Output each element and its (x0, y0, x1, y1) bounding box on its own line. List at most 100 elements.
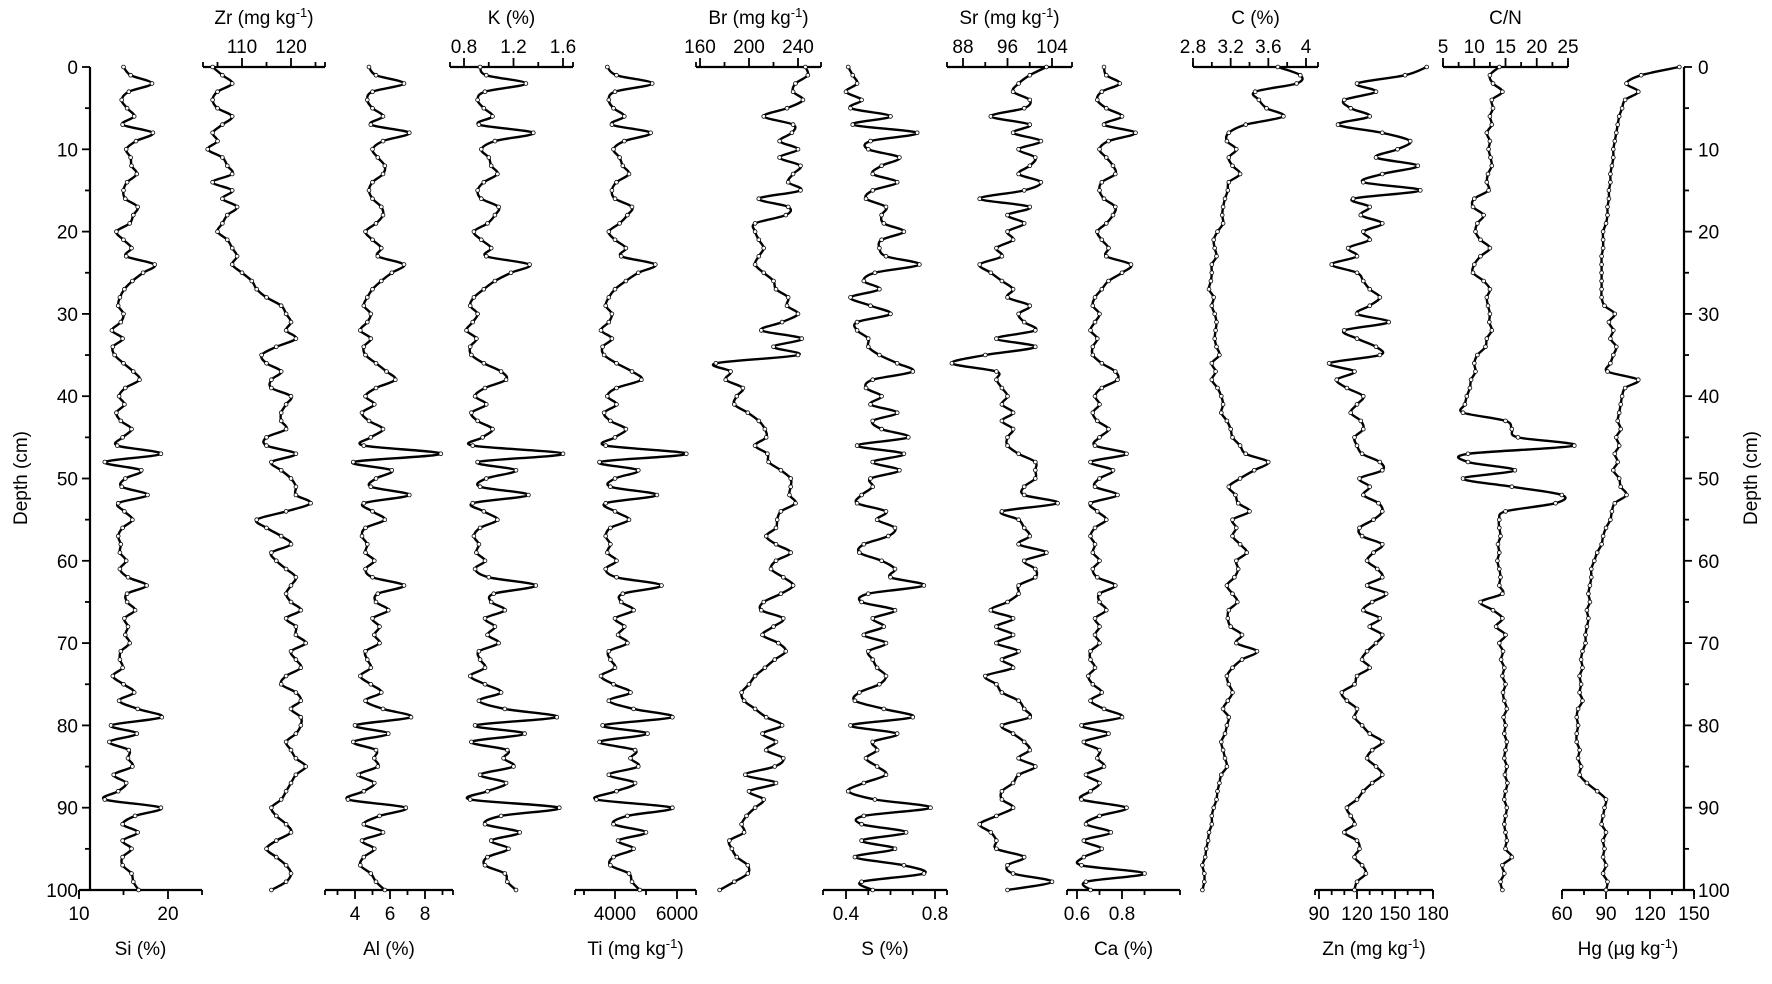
data-point-marker (464, 328, 469, 333)
data-point-marker (1354, 81, 1360, 86)
x-axis-title-c-n: C/N (1489, 8, 1522, 29)
data-point-marker (612, 665, 618, 671)
data-point-marker (130, 764, 135, 769)
data-point-marker (1211, 295, 1216, 300)
data-point-marker (1021, 492, 1027, 498)
data-point-marker (635, 270, 641, 276)
data-point-marker (1208, 278, 1214, 284)
data-point-marker (283, 862, 289, 868)
data-point-marker (1202, 879, 1207, 885)
data-point-marker (601, 352, 607, 358)
data-point-marker (1376, 500, 1381, 506)
x-axis-title-c: C (%) (1231, 8, 1280, 29)
data-point-marker (795, 352, 801, 358)
data-point-marker (795, 311, 801, 317)
data-point-marker (1348, 813, 1353, 819)
data-point-marker (612, 435, 618, 440)
data-point-marker (1095, 755, 1100, 761)
data-point-marker (612, 286, 618, 292)
data-point-marker (1228, 624, 1233, 629)
data-point-marker (366, 188, 372, 193)
data-point-marker (115, 788, 121, 794)
data-point-marker (597, 739, 602, 745)
data-point-marker (917, 262, 922, 267)
data-point-marker (504, 747, 510, 753)
data-point-marker (368, 435, 374, 440)
data-point-marker (406, 492, 412, 498)
data-point-marker (477, 64, 483, 70)
data-point-marker (293, 690, 299, 695)
data-point-marker (1354, 706, 1360, 712)
data-point-marker (273, 344, 279, 350)
data-point-marker (128, 72, 133, 78)
data-point-marker (1010, 616, 1016, 621)
data-point-marker (1616, 476, 1622, 481)
data-point-marker (1049, 879, 1055, 885)
data-point-marker (1027, 303, 1033, 309)
data-point-marker (859, 821, 864, 827)
data-point-marker (623, 245, 629, 251)
x-tick-label-s: 0.4 (833, 904, 860, 925)
data-point-marker (380, 706, 386, 712)
data-point-marker (1497, 64, 1502, 70)
data-point-marker (1092, 541, 1098, 547)
data-point-marker (102, 797, 108, 802)
data-point-marker (210, 130, 215, 136)
data-point-marker (598, 673, 604, 679)
data-point-marker (123, 632, 128, 638)
data-point-marker (481, 179, 487, 185)
data-point-marker (784, 303, 790, 309)
data-point-marker (1224, 583, 1230, 588)
data-point-marker (1599, 286, 1604, 292)
data-point-marker (741, 830, 747, 835)
data-point-marker (1484, 130, 1490, 136)
data-point-marker (392, 377, 398, 383)
data-point-marker (892, 525, 898, 531)
data-point-marker (234, 253, 240, 259)
data-point-marker (1599, 541, 1604, 547)
data-point-marker (621, 624, 627, 629)
data-point-marker (1600, 838, 1606, 843)
data-point-marker (609, 311, 615, 317)
data-point-marker (1027, 714, 1033, 720)
data-point-marker (139, 467, 144, 473)
data-point-marker (482, 558, 488, 564)
data-point-marker (850, 122, 855, 127)
data-point-marker (1206, 830, 1212, 835)
data-point-marker (1603, 830, 1609, 835)
data-point-marker (1600, 854, 1606, 860)
data-point-marker (345, 797, 351, 802)
data-point-marker (1602, 805, 1607, 810)
data-point-marker (629, 204, 635, 210)
data-point-marker (273, 558, 279, 564)
data-point-marker (375, 764, 381, 769)
data-point-marker (1357, 846, 1362, 852)
data-point-marker (620, 591, 626, 596)
data-point-marker (1200, 862, 1205, 868)
x-tick-label-zr: 120 (275, 37, 307, 58)
data-point-marker (1600, 533, 1606, 539)
data-point-marker (1237, 171, 1243, 177)
data-point-marker (482, 681, 488, 687)
data-point-marker (283, 739, 289, 745)
data-point-marker (739, 690, 744, 695)
data-point-marker (108, 723, 114, 728)
data-point-marker (1500, 673, 1505, 679)
data-point-marker (1090, 681, 1096, 687)
data-point-marker (868, 402, 873, 407)
data-point-marker (639, 377, 644, 383)
data-point-marker (994, 245, 999, 251)
data-point-marker (364, 657, 370, 662)
data-point-marker (758, 328, 764, 333)
data-point-marker (210, 179, 215, 185)
data-point-marker (1587, 583, 1593, 588)
data-point-marker (131, 879, 136, 885)
data-point-marker (1224, 418, 1230, 424)
data-point-marker (144, 583, 149, 588)
data-point-marker (1266, 459, 1271, 465)
data-point-marker (119, 484, 124, 490)
data-point-marker (1600, 237, 1606, 243)
data-point-marker (1033, 459, 1038, 465)
data-point-marker (879, 426, 884, 432)
data-point-marker (865, 591, 871, 596)
